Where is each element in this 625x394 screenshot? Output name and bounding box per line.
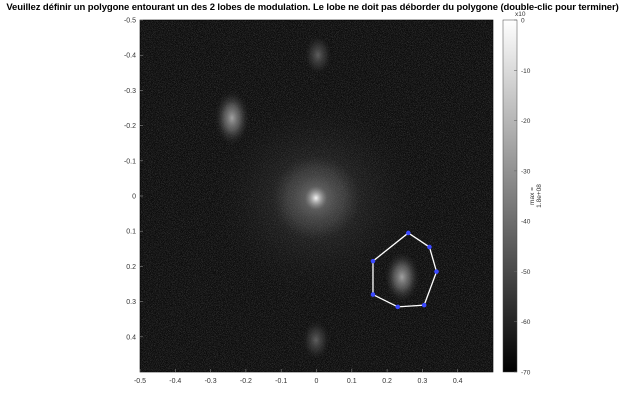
y-tick-label: 0.2 <box>126 264 136 271</box>
colorbar <box>502 19 518 373</box>
colorbar-tick-label: -60 <box>521 319 531 326</box>
x-tick-label: -0.2 <box>240 378 252 385</box>
y-tick-label: -0.2 <box>124 123 136 130</box>
figure-title-prompt: Veuillez définir un polygone entourant u… <box>6 2 619 13</box>
x-tick-label: 0.2 <box>382 378 392 385</box>
x-tick-label: -0.3 <box>205 378 217 385</box>
polygon-vertex-handle[interactable] <box>421 302 427 308</box>
colorbar-tick-label: -50 <box>521 269 531 276</box>
y-tick-label: -0.5 <box>124 18 136 25</box>
polygon-vertex-handle[interactable] <box>370 292 376 297</box>
x-tick-label: 0.3 <box>418 378 428 385</box>
x-axis: -0.5 -0.4 -0.3 -0.2 -0.1 0 0.1 0.2 0.3 0.4 <box>134 369 463 385</box>
selection-polygon[interactable] <box>370 230 439 310</box>
colorbar-max-label: max = <box>529 187 536 205</box>
y-axis: -0.5 -0.4 -0.3 -0.2 -0.1 0 0.1 0.2 0.3 0.4 <box>124 18 143 341</box>
colorbar-tick-label: 0 <box>521 18 525 25</box>
polygon-vertex-handle[interactable] <box>395 304 400 310</box>
x-tick-label: 0 <box>315 378 319 385</box>
colorbar-tick-label: -30 <box>521 168 531 175</box>
y-tick-label: -0.3 <box>124 88 136 95</box>
colorbar-exponent: x10 <box>515 11 526 18</box>
polygon-vertex-handle[interactable] <box>405 230 411 236</box>
x-tick-label: -0.5 <box>134 378 146 385</box>
x-tick-label: -0.4 <box>169 378 181 385</box>
y-tick-label: 0.3 <box>126 299 136 306</box>
polygon-vertex-handle[interactable] <box>434 269 439 274</box>
y-tick-label: 0 <box>132 194 136 201</box>
polygon-outline[interactable] <box>372 232 438 308</box>
y-tick-label: -0.1 <box>124 158 136 165</box>
x-tick-label: -0.1 <box>275 378 287 385</box>
y-tick-label: -0.4 <box>124 53 136 60</box>
spectrum-image[interactable] <box>140 20 493 372</box>
colorbar-tick-label: -40 <box>521 219 531 226</box>
polygon-vertex-handle[interactable] <box>427 244 432 250</box>
x-tick-label: 0.4 <box>453 378 463 385</box>
polygon-vertex-handle[interactable] <box>370 258 376 264</box>
colorbar-max-value: 1.8e+08 <box>536 184 543 208</box>
y-tick-label: 0.4 <box>126 334 136 341</box>
colorbar-tick-label: -10 <box>521 68 531 75</box>
x-tick-label: 0.1 <box>347 378 357 385</box>
colorbar-tick-label: -20 <box>521 118 531 125</box>
y-tick-label: 0.1 <box>126 229 136 236</box>
colorbar-axis: 0 -10 -20 -30 -40 -50 -60 -70 <box>514 18 531 377</box>
colorbar-tick-label: -70 <box>521 370 531 377</box>
